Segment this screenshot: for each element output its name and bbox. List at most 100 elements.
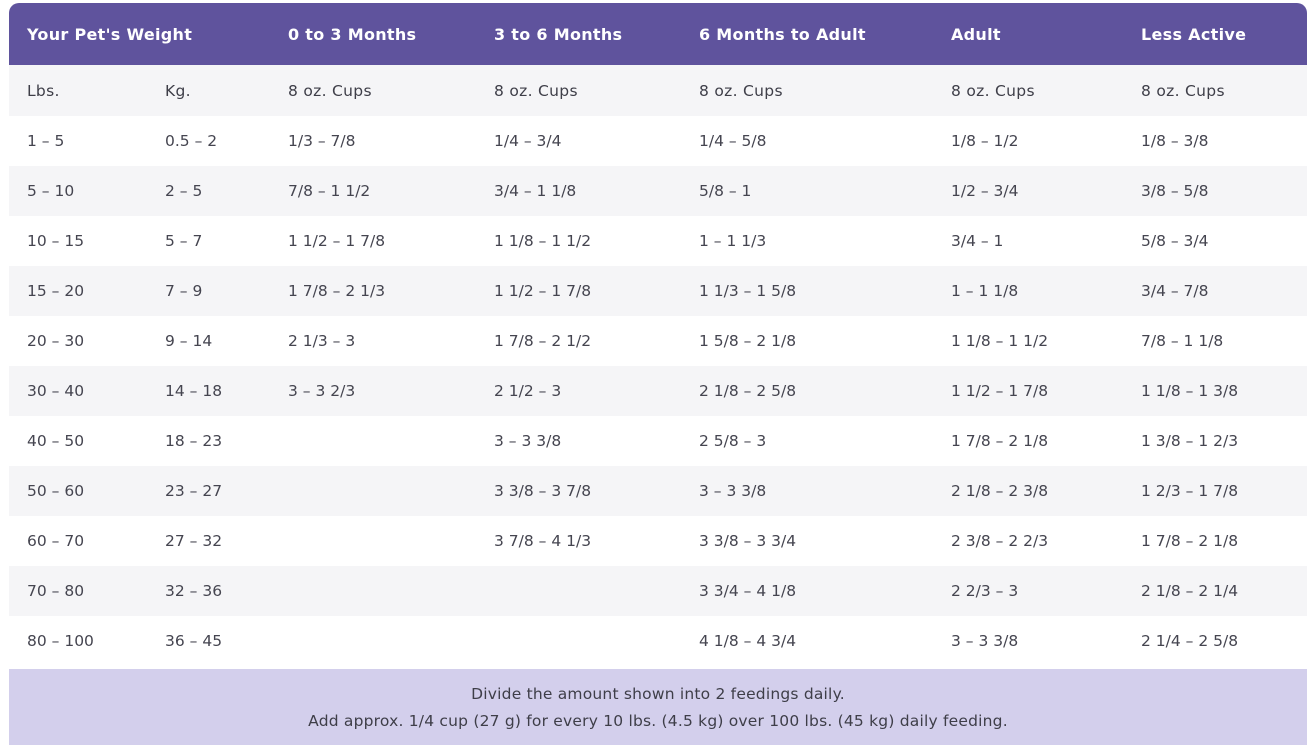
unit-6-months-adult: 8 oz. Cups bbox=[681, 65, 933, 116]
cell-kg: 9 – 14 bbox=[147, 316, 270, 366]
cell-adult: 1 1/2 – 1 7/8 bbox=[933, 366, 1123, 416]
cell-m0-3: 1/3 – 7/8 bbox=[270, 116, 476, 166]
cell-less-active: 2 1/4 – 2 5/8 bbox=[1123, 616, 1307, 666]
cell-m6-adult: 3 – 3 3/8 bbox=[681, 466, 933, 516]
cell-m6-adult: 2 1/8 – 2 5/8 bbox=[681, 366, 933, 416]
cell-m3-6 bbox=[476, 616, 681, 666]
cell-m6-adult: 3 3/4 – 4 1/8 bbox=[681, 566, 933, 616]
cell-m3-6: 3 – 3 3/8 bbox=[476, 416, 681, 466]
cell-adult: 3/4 – 1 bbox=[933, 216, 1123, 266]
cell-lbs: 60 – 70 bbox=[9, 516, 147, 566]
header-0-3-months: 0 to 3 Months bbox=[270, 3, 476, 65]
cell-lbs: 10 – 15 bbox=[9, 216, 147, 266]
header-less-active: Less Active bbox=[1123, 3, 1307, 65]
cell-less-active: 1 3/8 – 1 2/3 bbox=[1123, 416, 1307, 466]
cell-m3-6: 3 7/8 – 4 1/3 bbox=[476, 516, 681, 566]
cell-less-active: 5/8 – 3/4 bbox=[1123, 216, 1307, 266]
cell-m6-adult: 1 5/8 – 2 1/8 bbox=[681, 316, 933, 366]
feeding-chart: Your Pet's Weight 0 to 3 Months 3 to 6 M… bbox=[9, 3, 1307, 745]
unit-lbs: Lbs. bbox=[9, 65, 147, 116]
cell-m3-6: 1 1/2 – 1 7/8 bbox=[476, 266, 681, 316]
cell-less-active: 3/4 – 7/8 bbox=[1123, 266, 1307, 316]
cell-m0-3: 3 – 3 2/3 bbox=[270, 366, 476, 416]
table-row: 50 – 60 23 – 27 3 3/8 – 3 7/8 3 – 3 3/8 2 1/… bbox=[9, 466, 1307, 516]
table-header-row: Your Pet's Weight 0 to 3 Months 3 to 6 M… bbox=[9, 3, 1307, 65]
cell-kg: 0.5 – 2 bbox=[147, 116, 270, 166]
cell-adult: 1 – 1 1/8 bbox=[933, 266, 1123, 316]
cell-m3-6: 1 1/8 – 1 1/2 bbox=[476, 216, 681, 266]
note-line-2: Add approx. 1/4 cup (27 g) for every 10 … bbox=[308, 712, 1008, 730]
cell-m3-6: 3 3/8 – 3 7/8 bbox=[476, 466, 681, 516]
cell-kg: 5 – 7 bbox=[147, 216, 270, 266]
table-row: 80 – 100 36 – 45 4 1/8 – 4 3/4 3 – 3 3/8 2 1… bbox=[9, 616, 1307, 666]
cell-m6-adult: 5/8 – 1 bbox=[681, 166, 933, 216]
cell-adult: 1 1/8 – 1 1/2 bbox=[933, 316, 1123, 366]
cell-lbs: 80 – 100 bbox=[9, 616, 147, 666]
cell-m0-3: 1 7/8 – 2 1/3 bbox=[270, 266, 476, 316]
feeding-table: Your Pet's Weight 0 to 3 Months 3 to 6 M… bbox=[9, 3, 1307, 666]
header-6-months-adult: 6 Months to Adult bbox=[681, 3, 933, 65]
cell-lbs: 5 – 10 bbox=[9, 166, 147, 216]
feeding-note: Divide the amount shown into 2 feedings … bbox=[9, 669, 1307, 745]
cell-adult: 2 3/8 – 2 2/3 bbox=[933, 516, 1123, 566]
unit-kg: Kg. bbox=[147, 65, 270, 116]
cell-kg: 36 – 45 bbox=[147, 616, 270, 666]
cell-adult: 3 – 3 3/8 bbox=[933, 616, 1123, 666]
cell-kg: 2 – 5 bbox=[147, 166, 270, 216]
cell-m0-3 bbox=[270, 516, 476, 566]
cell-m3-6: 1/4 – 3/4 bbox=[476, 116, 681, 166]
cell-adult: 1 7/8 – 2 1/8 bbox=[933, 416, 1123, 466]
cell-m3-6: 1 7/8 – 2 1/2 bbox=[476, 316, 681, 366]
cell-adult: 2 1/8 – 2 3/8 bbox=[933, 466, 1123, 516]
header-weight: Your Pet's Weight bbox=[9, 3, 270, 65]
cell-kg: 14 – 18 bbox=[147, 366, 270, 416]
cell-m6-adult: 4 1/8 – 4 3/4 bbox=[681, 616, 933, 666]
cell-lbs: 50 – 60 bbox=[9, 466, 147, 516]
cell-m0-3: 2 1/3 – 3 bbox=[270, 316, 476, 366]
cell-less-active: 2 1/8 – 2 1/4 bbox=[1123, 566, 1307, 616]
cell-kg: 7 – 9 bbox=[147, 266, 270, 316]
cell-m0-3 bbox=[270, 466, 476, 516]
cell-m6-adult: 3 3/8 – 3 3/4 bbox=[681, 516, 933, 566]
cell-less-active: 1 1/8 – 1 3/8 bbox=[1123, 366, 1307, 416]
cell-less-active: 1 2/3 – 1 7/8 bbox=[1123, 466, 1307, 516]
cell-m6-adult: 2 5/8 – 3 bbox=[681, 416, 933, 466]
cell-lbs: 40 – 50 bbox=[9, 416, 147, 466]
cell-kg: 18 – 23 bbox=[147, 416, 270, 466]
cell-m0-3 bbox=[270, 616, 476, 666]
cell-lbs: 15 – 20 bbox=[9, 266, 147, 316]
unit-0-3-months: 8 oz. Cups bbox=[270, 65, 476, 116]
cell-less-active: 1 7/8 – 2 1/8 bbox=[1123, 516, 1307, 566]
cell-adult: 1/8 – 1/2 bbox=[933, 116, 1123, 166]
unit-3-6-months: 8 oz. Cups bbox=[476, 65, 681, 116]
cell-less-active: 7/8 – 1 1/8 bbox=[1123, 316, 1307, 366]
cell-less-active: 1/8 – 3/8 bbox=[1123, 116, 1307, 166]
units-row: Lbs. Kg. 8 oz. Cups 8 oz. Cups 8 oz. Cup… bbox=[9, 65, 1307, 116]
cell-m0-3 bbox=[270, 566, 476, 616]
cell-m3-6: 2 1/2 – 3 bbox=[476, 366, 681, 416]
cell-lbs: 1 – 5 bbox=[9, 116, 147, 166]
cell-less-active: 3/8 – 5/8 bbox=[1123, 166, 1307, 216]
cell-m0-3 bbox=[270, 416, 476, 466]
cell-adult: 2 2/3 – 3 bbox=[933, 566, 1123, 616]
cell-adult: 1/2 – 3/4 bbox=[933, 166, 1123, 216]
cell-m6-adult: 1 – 1 1/3 bbox=[681, 216, 933, 266]
cell-kg: 23 – 27 bbox=[147, 466, 270, 516]
table-row: 1 – 5 0.5 – 2 1/3 – 7/8 1/4 – 3/4 1/4 – 5/8 1… bbox=[9, 116, 1307, 166]
unit-less-active: 8 oz. Cups bbox=[1123, 65, 1307, 116]
cell-m6-adult: 1 1/3 – 1 5/8 bbox=[681, 266, 933, 316]
cell-kg: 27 – 32 bbox=[147, 516, 270, 566]
note-line-1: Divide the amount shown into 2 feedings … bbox=[471, 685, 845, 703]
cell-m0-3: 7/8 – 1 1/2 bbox=[270, 166, 476, 216]
table-row: 5 – 10 2 – 5 7/8 – 1 1/2 3/4 – 1 1/8 5/8 – 1… bbox=[9, 166, 1307, 216]
cell-m0-3: 1 1/2 – 1 7/8 bbox=[270, 216, 476, 266]
table-row: 60 – 70 27 – 32 3 7/8 – 4 1/3 3 3/8 – 3 3/4… bbox=[9, 516, 1307, 566]
cell-kg: 32 – 36 bbox=[147, 566, 270, 616]
cell-m3-6 bbox=[476, 566, 681, 616]
